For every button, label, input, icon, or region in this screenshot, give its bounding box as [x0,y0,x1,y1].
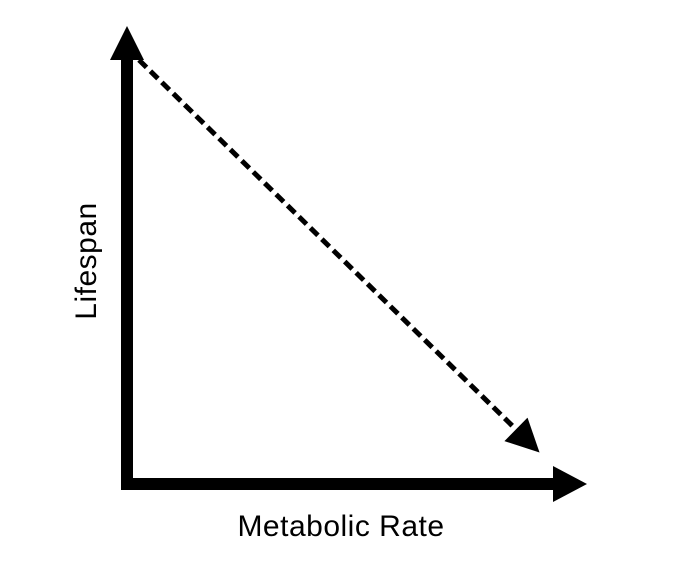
x-axis-arrowhead-icon [553,466,587,502]
trend-dashed-arrow [137,58,540,453]
x-axis [121,466,587,502]
x-axis-label: Metabolic Rate [237,510,445,543]
y-axis-arrowhead-icon [110,26,144,60]
y-axis [110,26,144,490]
y-axis-label: Lifespan [70,202,103,320]
